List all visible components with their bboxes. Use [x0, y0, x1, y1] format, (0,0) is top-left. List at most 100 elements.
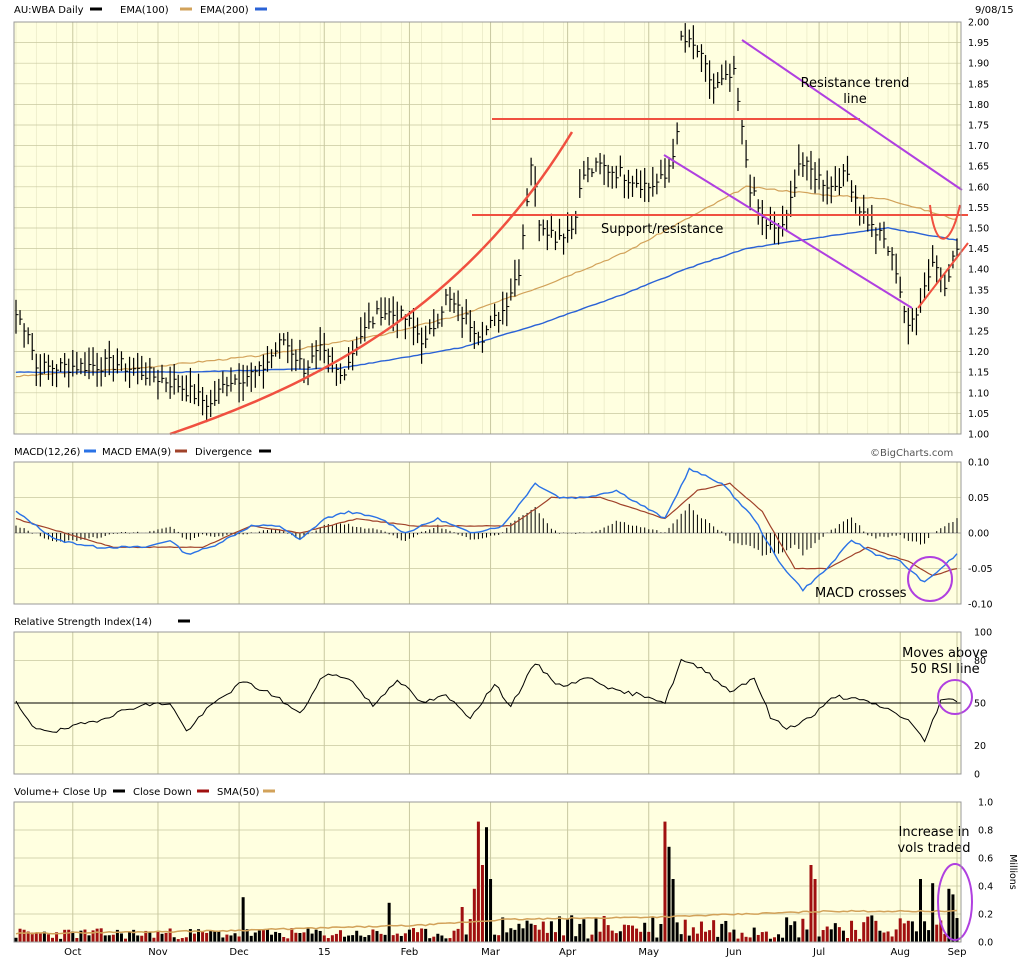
volume-bar [270, 934, 274, 942]
volume-bar [184, 937, 188, 942]
volume-sma-line [15, 909, 958, 935]
volume-bar [610, 930, 614, 942]
volume-bar [241, 897, 245, 942]
volume-bar [306, 928, 310, 942]
volume-bar [639, 931, 643, 942]
volume-bar [906, 920, 910, 942]
month-label: Jul [812, 947, 825, 958]
volume-tick-label: 0.2 [978, 910, 993, 921]
price-tick-label: 1.20 [968, 347, 989, 358]
volume-bar [894, 929, 898, 942]
price-tick-label: 1.60 [968, 182, 989, 193]
price-tick-label: 1.75 [968, 121, 989, 132]
month-label: Mar [481, 947, 501, 958]
price-tick-label: 1.30 [968, 306, 989, 317]
volume-bar [221, 937, 225, 942]
volume-bar [777, 934, 781, 942]
volume-bar [549, 921, 553, 942]
volume-bar [411, 928, 415, 942]
volume-bar [103, 935, 107, 942]
volume-bar [566, 919, 570, 942]
volume-bar [497, 935, 501, 942]
volume-bar [866, 916, 870, 942]
month-label: May [638, 947, 659, 958]
volume-bar [545, 932, 549, 942]
volume-bar [781, 937, 785, 942]
channel-lower-line [663, 154, 913, 309]
resistance-annotation: Resistance trend [801, 76, 910, 91]
volume-bar [695, 933, 699, 942]
volume-bar [290, 928, 294, 942]
volume-bar [274, 931, 278, 942]
volume-bar [813, 879, 817, 942]
volume-bar [432, 936, 436, 942]
volume-bar [265, 929, 269, 942]
rsi-annotation-2: 50 RSI line [910, 662, 979, 677]
volume-bar [606, 925, 610, 942]
volume-bar [407, 929, 411, 942]
volume-bar [501, 917, 505, 942]
price-tick-label: 1.65 [968, 162, 989, 173]
volume-bar [420, 928, 424, 942]
volume-bar [253, 932, 257, 942]
volume-bar [529, 923, 533, 942]
volume-bar [201, 931, 205, 942]
volume-bar [351, 935, 355, 942]
rsi-tick-label: 100 [974, 628, 992, 639]
price-tick-label: 1.45 [968, 244, 989, 255]
price-tick-label: 1.35 [968, 285, 989, 296]
volume-bar [416, 932, 420, 942]
volume-bar [237, 936, 241, 942]
symbol-label: AU:WBA Daily [14, 5, 84, 16]
volume-bar [456, 928, 460, 942]
volume-bar [704, 931, 708, 942]
month-label: Aug [890, 947, 910, 958]
volume-bar [602, 915, 606, 942]
volume-bar [570, 915, 574, 942]
volume-bar [671, 879, 675, 942]
volume-bar [647, 931, 651, 942]
volume-bar [107, 935, 111, 942]
volume-bar [448, 938, 452, 942]
price-tick-label: 1.90 [968, 59, 989, 70]
volume-bar [586, 938, 590, 942]
volume-bar [213, 931, 217, 942]
volume-bar [468, 919, 472, 942]
volume-bar [558, 916, 562, 942]
volume-bar [302, 932, 306, 942]
volume-bar [34, 933, 38, 942]
volume-bar [26, 931, 30, 942]
volume-bar [845, 937, 849, 942]
volume-bar [553, 932, 557, 942]
volume-bar [699, 921, 703, 942]
volume-bar [261, 929, 265, 942]
volume-bar [286, 938, 290, 942]
rsi-legend: Relative Strength Index(14) [14, 617, 152, 628]
price-tick-label: 2.00 [968, 18, 989, 29]
resistance-trendline [741, 39, 963, 191]
volume-bar [923, 921, 927, 942]
volume-bar [460, 907, 464, 942]
volume-bar [525, 920, 529, 942]
volume-bar [955, 918, 959, 942]
volume-bar [172, 937, 176, 942]
volume-bar [675, 922, 679, 942]
volume-bar [71, 931, 75, 942]
volume-bar [152, 937, 156, 942]
month-label: Nov [148, 947, 168, 958]
volume-bar [197, 929, 201, 942]
volume-bar [598, 931, 602, 942]
price-tick-label: 1.15 [968, 368, 989, 379]
volume-annotation-2: vols traded [897, 841, 970, 856]
volume-tick-label: 0.4 [978, 882, 993, 893]
volume-bar [858, 938, 862, 942]
volume-bar [744, 936, 748, 942]
volume-bar [180, 938, 184, 942]
volume-bar [493, 934, 497, 942]
volume-bar [144, 930, 148, 942]
volume-bar [294, 932, 298, 942]
volume-bar [655, 937, 659, 942]
price-tick-label: 1.05 [968, 409, 989, 420]
macd-legend-3: Divergence [195, 447, 252, 458]
